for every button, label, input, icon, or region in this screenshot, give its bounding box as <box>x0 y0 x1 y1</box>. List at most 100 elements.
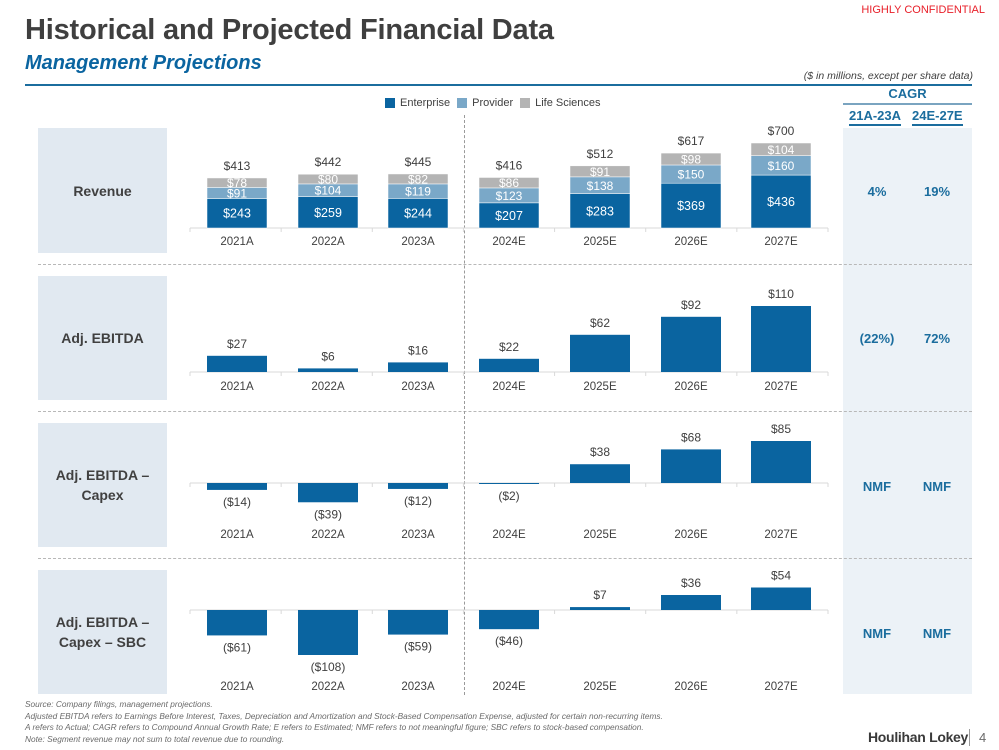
x-tick-label: 2021A <box>220 529 254 541</box>
cagr-heading-rule <box>843 103 972 105</box>
x-tick-label: 2023A <box>401 529 435 541</box>
legend-swatch-provider <box>457 98 468 108</box>
data-label: $36 <box>681 576 701 590</box>
confidential-label: HIGHLY CONFIDENTIAL <box>861 4 985 16</box>
legend-label: Enterprise <box>400 97 451 109</box>
data-bar <box>298 368 358 372</box>
cagr-heading: CAGR <box>888 86 927 101</box>
x-tick-label: 2025E <box>583 236 617 248</box>
row-separator <box>38 411 972 412</box>
actual-estimate-divider <box>464 115 465 695</box>
x-tick-label: 2023A <box>401 381 435 393</box>
total-label: $416 <box>496 158 523 172</box>
segment-label: $80 <box>318 173 338 187</box>
row-label-adj-ebitda-capex-sbc: Adj. EBITDA – Capex – SBC <box>38 570 167 694</box>
segment-label: $138 <box>587 179 614 193</box>
bar-segment-enterprise <box>387 198 449 229</box>
data-bar <box>388 362 448 372</box>
x-tick-label: 2026E <box>674 381 708 393</box>
total-label: $617 <box>678 134 705 148</box>
x-tick-label: 2022A <box>311 681 345 693</box>
footnote-abbreviations: A refers to Actual; CAGR refers to Compo… <box>25 722 644 732</box>
x-tick-label: 2026E <box>674 529 708 541</box>
bar-segment-enterprise <box>297 196 359 229</box>
data-label: ($12) <box>404 494 432 508</box>
page-title: Historical and Projected Financial Data <box>25 14 554 46</box>
data-label: $54 <box>771 569 791 583</box>
bar-segment-enterprise <box>206 198 268 229</box>
footer-divider <box>969 729 970 746</box>
total-label: $413 <box>224 159 251 173</box>
footnote-source: Source: Company filings, management proj… <box>25 699 213 709</box>
units-note: ($ in millions, except per share data) <box>803 70 973 82</box>
cagr-ebitda-capex-projected: NMF <box>922 479 952 494</box>
x-tick-label: 2024E <box>492 381 526 393</box>
total-label: $512 <box>587 147 614 161</box>
row-label-adj-ebitda-capex: Adj. EBITDA – Capex <box>38 423 167 547</box>
bar-segment-life-sciences <box>750 142 812 156</box>
data-label: ($46) <box>495 634 523 648</box>
brand-logo: Houlihan Lokey <box>868 729 969 745</box>
data-label: $7 <box>593 588 607 602</box>
x-tick-label: 2024E <box>492 681 526 693</box>
segment-label: $283 <box>586 204 614 218</box>
cagr-ebitda-capex-sbc-historical: NMF <box>862 626 892 641</box>
x-tick-label: 2025E <box>583 529 617 541</box>
bar-segment-enterprise <box>750 174 812 229</box>
data-label: $38 <box>590 445 610 459</box>
total-label: $700 <box>768 124 795 138</box>
x-tick-label: 2025E <box>583 681 617 693</box>
data-label: $22 <box>499 340 519 354</box>
segment-label: $78 <box>227 176 247 190</box>
cagr-ebitda-historical: (22%) <box>859 331 895 346</box>
data-label: $85 <box>771 422 791 436</box>
segment-label: $119 <box>405 185 431 199</box>
x-tick-label: 2026E <box>674 681 708 693</box>
bar-segment-life-sciences <box>660 152 722 166</box>
segment-label: $160 <box>768 159 795 173</box>
total-label: $445 <box>405 155 432 169</box>
data-bar <box>661 595 721 610</box>
segment-label: $369 <box>677 199 705 213</box>
legend-label: Provider <box>472 97 514 109</box>
segment-label: $123 <box>496 189 523 203</box>
row-label-revenue: Revenue <box>38 128 167 253</box>
data-bar <box>570 607 630 610</box>
segment-label: $436 <box>767 195 795 209</box>
bar-segment-life-sciences <box>569 165 631 178</box>
data-label: $16 <box>408 343 428 357</box>
data-bar <box>570 464 630 483</box>
bar-segment-life-sciences <box>206 177 268 188</box>
cagr-ebitda-capex-historical: NMF <box>862 479 892 494</box>
data-label: ($59) <box>404 640 432 654</box>
x-tick-label: 2022A <box>311 381 345 393</box>
x-tick-label: 2027E <box>764 381 798 393</box>
data-bar <box>207 355 267 372</box>
x-tick-label: 2021A <box>220 681 254 693</box>
x-tick-label: 2024E <box>492 236 526 248</box>
legend-label: Life Sciences <box>535 97 601 109</box>
data-label: ($61) <box>223 640 251 654</box>
cagr-revenue-projected: 19% <box>923 184 951 199</box>
data-label: ($2) <box>498 489 519 503</box>
data-label: $68 <box>681 430 701 444</box>
segment-label: $82 <box>408 172 428 186</box>
legend-item-enterprise: Enterprise <box>385 97 450 109</box>
x-tick-label: 2025E <box>583 381 617 393</box>
data-label: $27 <box>227 337 247 351</box>
bar-segment-life-sciences <box>297 173 359 185</box>
segment-label: $207 <box>495 209 523 223</box>
data-bar <box>388 610 448 635</box>
data-bar <box>479 483 539 484</box>
data-bar <box>570 334 630 372</box>
legend-swatch-life-sciences <box>520 98 531 108</box>
segment-label: $91 <box>590 165 610 179</box>
x-tick-label: 2027E <box>764 529 798 541</box>
cagr-revenue-historical: 4% <box>867 184 887 199</box>
footnotes: Source: Company filings, management proj… <box>25 699 663 745</box>
data-bar <box>207 483 267 490</box>
data-bar <box>751 441 811 483</box>
segment-label: $104 <box>768 143 795 157</box>
data-bar <box>479 610 539 630</box>
